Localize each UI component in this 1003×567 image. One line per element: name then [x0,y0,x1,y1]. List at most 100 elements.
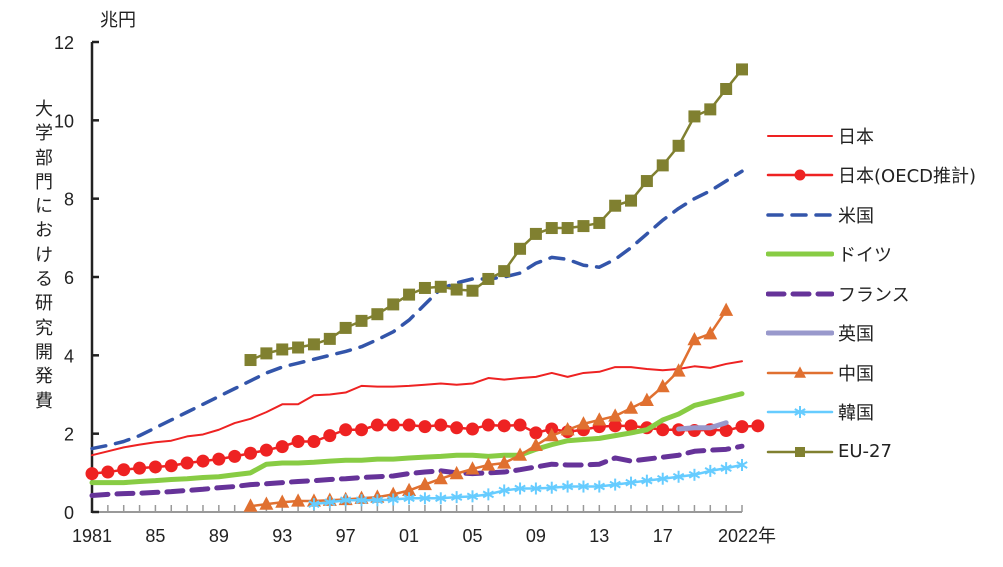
data-point-star [419,492,431,505]
data-point-triangle [794,366,806,378]
series-line [312,463,744,506]
legend-label: 米国 [838,205,874,227]
data-point-star [498,484,510,497]
data-point-star [403,492,415,505]
data-point-star [672,470,685,483]
data-point-triangle [243,498,258,512]
data-point-triangle [291,493,306,507]
data-point-triangle [687,331,702,346]
data-point-circle [608,419,622,433]
data-point-circle [513,418,527,432]
data-point-star [641,474,653,487]
data-point-circle [418,420,432,434]
legend-item: EU-27 [766,432,976,472]
data-point-square [656,159,669,172]
y-axis-label: 大学部門における研究開発費 [35,99,53,412]
data-point-circle [180,456,194,470]
x-tick-label: 17 [653,526,673,546]
data-point-triangle [544,427,559,442]
data-point-circle [117,463,131,477]
data-point-circle [164,459,178,473]
data-point-circle [275,440,289,454]
y-tick-label: 0 [64,503,74,523]
data-point-square [482,272,495,285]
data-point-square [387,298,400,311]
data-point-square [514,242,527,255]
legend-item: 日本 [766,116,976,156]
legend-swatch [766,446,834,457]
data-point-star [387,493,399,506]
data-point-star [339,494,352,507]
data-point-triangle [719,302,734,316]
data-point-circle [307,435,321,448]
data-point-star [546,481,558,494]
data-point-triangle [402,482,417,497]
series-4 [89,443,745,499]
legend-label: ドイツ [838,245,892,267]
data-point-triangle [528,437,543,452]
data-point-star [308,498,320,511]
data-point-triangle [671,363,686,377]
data-point-square [640,175,653,188]
data-point-circle [386,418,400,432]
data-point-circle [751,419,765,433]
data-point-triangle [592,412,607,426]
data-point-circle [370,418,384,432]
data-point-triangle [275,494,290,508]
series-line [90,169,744,451]
data-point-circle [228,449,242,463]
data-point-triangle [513,447,528,461]
y-tick-label: 2 [64,425,74,445]
data-point-circle [244,446,258,460]
data-point-square [672,139,685,152]
data-point-circle [291,435,305,448]
legend-label: 日本 [838,126,874,148]
data-point-square [403,288,416,301]
series-line [89,391,745,486]
series-layer [85,63,765,512]
data-point-star [355,494,368,507]
data-point-star [324,496,336,509]
data-point-circle [434,418,448,432]
x-tick-label: 93 [272,526,292,546]
series-line [676,420,729,432]
series-2 [90,169,744,451]
data-point-square [609,199,622,212]
data-point-star [625,476,637,489]
data-point-circle [196,454,210,468]
data-point-star [435,492,447,505]
legend-swatch [766,251,834,257]
data-point-square [307,338,320,351]
legend-label: 日本(OECD推計) [838,166,977,188]
legend-swatch [766,213,834,217]
data-point-triangle [433,471,448,485]
data-point-triangle [449,465,464,480]
data-point-triangle [576,416,591,430]
legend-item: 米国 [766,195,976,235]
data-point-circle [402,418,416,432]
data-point-square [529,227,542,240]
data-point-circle [481,418,495,432]
data-point-triangle [624,400,639,414]
series-3 [89,391,745,486]
data-point-star [720,462,732,475]
legend-item: 日本(OECD推計) [766,156,976,196]
data-point-circle [323,429,337,443]
data-point-triangle [703,326,718,340]
legend-swatch [766,291,834,297]
series-line [91,360,743,457]
series-line [89,443,745,499]
data-point-square [323,332,336,345]
data-point-circle [529,426,543,440]
y-tick-label: 12 [54,33,74,53]
data-point-triangle [481,457,496,471]
series-5 [676,420,729,432]
data-point-square [593,216,606,229]
data-point-circle [339,423,353,437]
data-point-square [577,220,590,233]
x-tick-label: 09 [526,526,546,546]
legend-swatch [766,330,834,336]
data-point-square [292,341,305,354]
x-tick-label: 97 [336,526,356,546]
